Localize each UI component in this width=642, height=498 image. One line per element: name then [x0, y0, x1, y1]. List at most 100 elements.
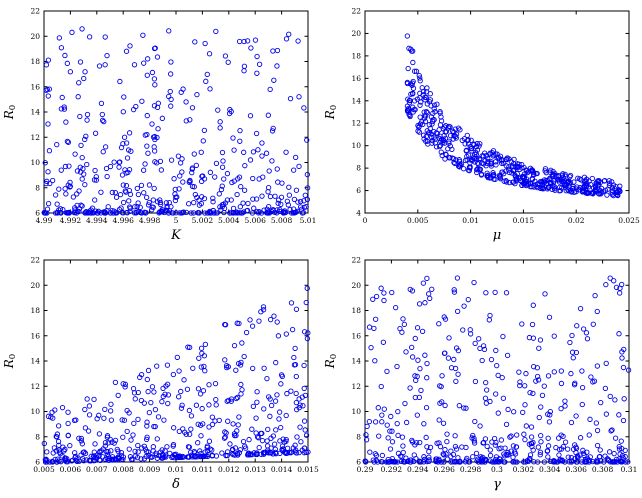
data-point — [493, 391, 499, 397]
data-point — [169, 454, 175, 460]
data-point — [537, 185, 544, 192]
data-point — [99, 454, 106, 460]
subplot-R0-vs-mu: 0 0.005 0.01 0.015 0.02 0.025 4 6 8 10 12 14 16 18 20 2… — [321, 0, 642, 249]
data-point — [541, 383, 547, 389]
data-point — [484, 443, 490, 450]
data-point — [132, 448, 138, 455]
data-point — [127, 204, 133, 210]
data-point — [490, 170, 496, 176]
data-point — [574, 184, 580, 190]
data-point — [531, 364, 537, 370]
data-point — [207, 169, 214, 175]
data-point — [403, 419, 410, 426]
data-point — [58, 106, 65, 112]
data-point — [492, 151, 499, 157]
data-point — [132, 453, 139, 459]
data-point — [297, 402, 303, 408]
data-point — [79, 176, 85, 182]
data-point — [452, 433, 458, 439]
data-point — [478, 459, 485, 465]
data-point — [247, 157, 254, 163]
data-point — [601, 459, 607, 465]
data-point — [271, 313, 277, 319]
data-point — [610, 192, 617, 199]
data-point — [573, 413, 579, 419]
data-point — [261, 406, 267, 412]
data-point — [104, 451, 111, 457]
data-point — [458, 161, 465, 167]
data-point — [426, 458, 432, 465]
data-point — [241, 68, 247, 74]
data-point — [170, 443, 176, 449]
data-point — [209, 447, 215, 453]
data-point — [160, 385, 166, 392]
data-point — [135, 449, 141, 455]
data-point — [202, 40, 208, 47]
data-point — [80, 166, 86, 172]
data-point — [459, 137, 465, 144]
data-point — [592, 189, 599, 195]
data-point — [123, 140, 130, 146]
data-point — [494, 362, 500, 369]
data-point — [253, 415, 259, 421]
data-point — [256, 176, 262, 182]
data-point — [229, 179, 235, 186]
data-point — [170, 371, 177, 378]
y-tick-label: 18 — [351, 306, 361, 315]
data-point — [137, 209, 143, 216]
data-point — [420, 92, 426, 98]
data-point — [535, 444, 541, 450]
data-point — [147, 454, 153, 460]
data-point — [297, 198, 304, 205]
data-point — [417, 366, 423, 372]
data-point — [191, 199, 197, 206]
data-point — [258, 309, 264, 315]
data-point — [437, 110, 443, 116]
data-point — [267, 193, 274, 200]
data-point — [141, 190, 147, 196]
data-point — [451, 356, 457, 363]
data-point — [59, 404, 66, 411]
data-point — [613, 456, 620, 463]
data-point — [529, 443, 535, 450]
data-point — [372, 419, 379, 425]
data-point — [418, 387, 424, 394]
data-point — [452, 160, 458, 167]
data-point — [597, 447, 603, 453]
data-point — [448, 448, 454, 454]
data-point — [590, 321, 596, 327]
y-tick-label: 14 — [30, 108, 40, 117]
data-point — [423, 89, 430, 95]
data-point — [61, 106, 68, 112]
data-point — [400, 316, 406, 322]
data-point — [184, 386, 191, 392]
data-point — [500, 395, 507, 401]
data-point — [514, 432, 520, 438]
data-point — [44, 86, 50, 93]
data-point — [144, 131, 150, 138]
data-point — [259, 153, 265, 159]
data-point — [189, 166, 195, 172]
data-point — [64, 138, 71, 145]
data-point — [154, 160, 160, 166]
data-point — [128, 456, 135, 462]
data-point — [283, 412, 289, 419]
data-point — [62, 163, 69, 170]
data-point — [277, 206, 283, 213]
data-point — [144, 423, 150, 429]
x-tick-label: 0.296 — [433, 465, 455, 474]
data-point — [421, 421, 427, 427]
data-point — [451, 287, 457, 293]
data-point — [427, 444, 434, 451]
data-point — [362, 458, 368, 464]
data-point — [188, 210, 194, 216]
data-point — [141, 456, 148, 462]
data-point — [163, 383, 169, 389]
data-point — [451, 289, 458, 295]
data-point — [43, 180, 49, 187]
data-point — [206, 438, 213, 444]
y-tick-label: 8 — [35, 432, 40, 441]
data-point — [272, 193, 278, 199]
data-point — [412, 373, 418, 379]
data-point — [237, 362, 244, 368]
